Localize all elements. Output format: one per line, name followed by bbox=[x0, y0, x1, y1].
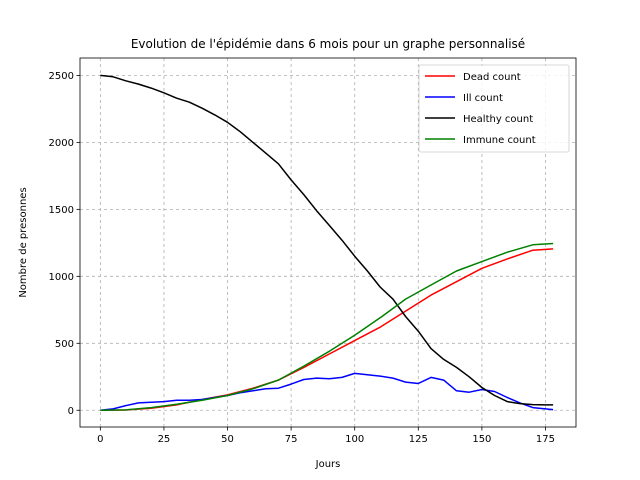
legend: Dead count Ill count Healthy count Immune c… bbox=[418, 64, 570, 153]
series-line-healthy-count bbox=[100, 74, 554, 406]
x-tick-label: 125 bbox=[409, 434, 428, 445]
x-tick-label: 75 bbox=[285, 434, 298, 445]
axis-ticks: 0 25 50 75 100 125 150 175 0 500 1000 1500 2000 2500 bbox=[49, 71, 555, 445]
series-line-dead-count bbox=[100, 248, 554, 412]
grid bbox=[80, 58, 576, 427]
x-tick-label: 50 bbox=[221, 434, 234, 445]
y-tick-label: 0 bbox=[68, 406, 74, 417]
x-tick-label: 25 bbox=[158, 434, 171, 445]
y-tick-label: 1000 bbox=[49, 272, 74, 283]
plot-frame bbox=[79, 57, 577, 428]
x-axis-label: Jours bbox=[315, 459, 341, 470]
y-axis-label: Nombre de presonnes bbox=[18, 187, 29, 297]
x-tick-label: 0 bbox=[97, 434, 103, 445]
chart-title: Evolution de l'épidémie dans 6 mois pour… bbox=[131, 37, 525, 51]
y-tick-label: 2500 bbox=[49, 71, 74, 82]
legend-label-immune-count: Immune count bbox=[463, 135, 536, 146]
legend-label-healthy-count: Healthy count bbox=[463, 114, 533, 125]
x-tick-label: 100 bbox=[345, 434, 364, 445]
series-layer bbox=[100, 74, 554, 412]
y-tick-label: 2000 bbox=[49, 138, 74, 149]
x-tick-label: 150 bbox=[472, 434, 491, 445]
legend-box bbox=[418, 64, 570, 153]
series-line-immune-count bbox=[100, 242, 554, 412]
y-tick-label: 1500 bbox=[49, 205, 74, 216]
legend-label-dead-count: Dead count bbox=[463, 72, 521, 83]
series-line-ill-count bbox=[100, 372, 554, 412]
x-tick-label: 175 bbox=[536, 434, 555, 445]
y-tick-label: 500 bbox=[55, 339, 74, 350]
legend-label-ill-count: Ill count bbox=[463, 93, 503, 104]
